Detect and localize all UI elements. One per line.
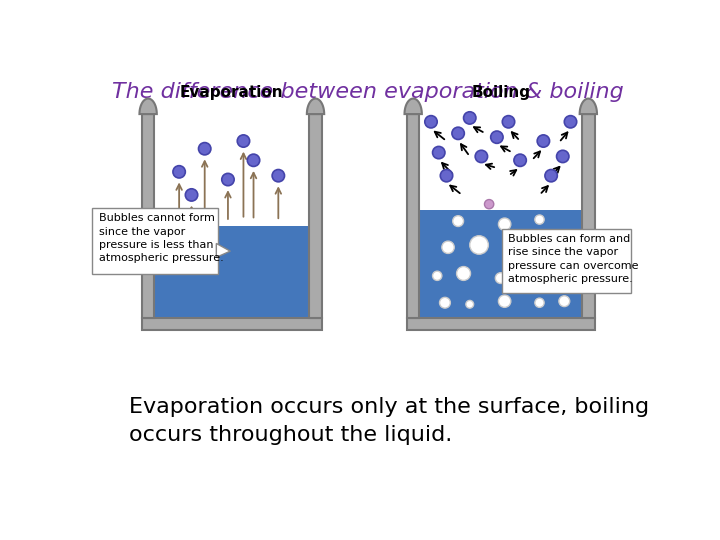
Circle shape [452,127,464,139]
FancyBboxPatch shape [154,114,310,318]
Circle shape [469,236,488,254]
FancyBboxPatch shape [154,226,310,318]
Circle shape [185,189,198,201]
Circle shape [559,296,570,307]
Circle shape [238,135,250,147]
Circle shape [466,300,474,308]
Polygon shape [582,114,595,318]
Text: Bubbles can form and
rise since the vapor
pressure can overcome
atmospheric pres: Bubbles can form and rise since the vapo… [508,234,638,284]
Text: Evaporation: Evaporation [180,85,284,100]
Text: Evaporation occurs only at the surface, boiling
occurs throughout the liquid.: Evaporation occurs only at the surface, … [129,397,649,446]
Circle shape [485,200,494,209]
Circle shape [564,116,577,128]
Circle shape [173,166,185,178]
Text: Boiling: Boiling [472,85,530,100]
Circle shape [433,271,442,280]
Circle shape [537,135,549,147]
Polygon shape [310,114,322,318]
Polygon shape [140,99,157,114]
Circle shape [495,273,506,284]
Circle shape [441,170,453,182]
Circle shape [535,215,544,224]
Polygon shape [142,318,322,330]
Circle shape [557,150,569,163]
Circle shape [490,131,503,143]
Text: The difference between evaporation & boiling: The difference between evaporation & boi… [112,82,624,102]
FancyBboxPatch shape [92,208,218,274]
Circle shape [456,267,471,280]
Circle shape [439,298,451,308]
Circle shape [464,112,476,124]
Circle shape [475,150,487,163]
Polygon shape [405,99,422,114]
Circle shape [557,268,565,276]
Circle shape [545,170,557,182]
Circle shape [272,170,284,182]
Polygon shape [407,318,595,330]
Circle shape [526,267,540,281]
Polygon shape [216,244,230,257]
Polygon shape [142,114,154,318]
Circle shape [514,154,526,166]
FancyBboxPatch shape [419,114,582,318]
Polygon shape [307,99,324,114]
Polygon shape [580,99,597,114]
Circle shape [510,246,519,255]
Polygon shape [407,114,419,318]
Text: Bubbles cannot form
since the vapor
pressure is less than
atmospheric pressure.: Bubbles cannot form since the vapor pres… [99,213,223,263]
Circle shape [453,215,464,226]
Circle shape [442,241,454,253]
Circle shape [498,218,510,231]
FancyBboxPatch shape [419,211,582,318]
Circle shape [498,295,510,307]
Circle shape [425,116,437,128]
Circle shape [433,146,445,159]
Circle shape [503,116,515,128]
Circle shape [222,173,234,186]
FancyBboxPatch shape [503,229,631,294]
Circle shape [248,154,260,166]
Circle shape [538,237,554,252]
Circle shape [564,240,575,251]
Circle shape [199,143,211,155]
Circle shape [535,298,544,307]
